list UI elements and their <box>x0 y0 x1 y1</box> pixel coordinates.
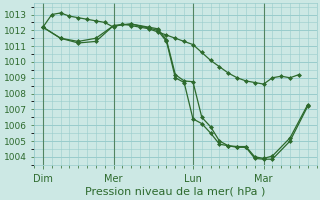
X-axis label: Pression niveau de la mer( hPa ): Pression niveau de la mer( hPa ) <box>85 187 266 197</box>
